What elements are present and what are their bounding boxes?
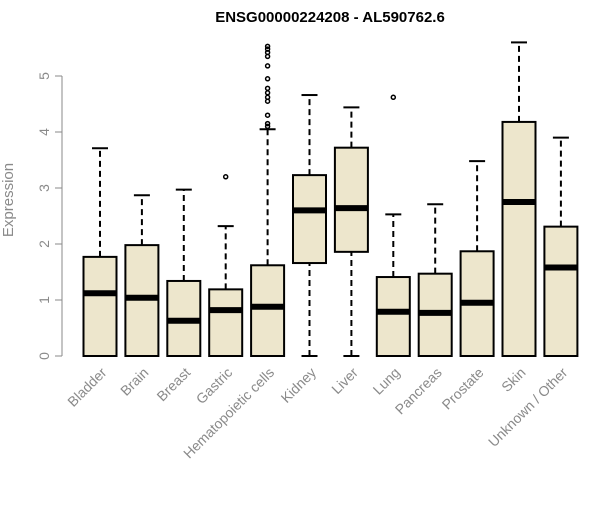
x-tick-label: Prostate	[439, 364, 487, 412]
outlier-point	[264, 85, 271, 92]
x-tick-label: Liver	[328, 364, 361, 397]
box-breast	[166, 188, 202, 357]
box-liver	[333, 106, 369, 357]
box-pancreas	[417, 203, 453, 357]
outlier-point	[264, 43, 271, 50]
box-kidney	[292, 94, 327, 357]
outlier-point	[264, 63, 271, 69]
box-iqr	[82, 255, 118, 358]
y-tick-label: 0	[36, 352, 52, 360]
box-skin	[501, 41, 537, 357]
outlier-point	[390, 94, 397, 101]
box-unknown-other	[543, 136, 579, 357]
box-iqr	[543, 225, 579, 357]
outlier-point	[264, 94, 271, 101]
box-gastric	[208, 174, 244, 357]
box-iqr	[375, 276, 411, 358]
box-iqr	[208, 288, 244, 357]
box-lung	[375, 94, 411, 358]
box-iqr	[250, 264, 286, 357]
outlier-point	[264, 120, 271, 127]
y-axis-title: Expression	[0, 163, 17, 237]
box-iqr	[292, 174, 327, 265]
x-tick-label: Kidney	[277, 364, 319, 406]
x-tick-label: Skin	[498, 364, 529, 395]
outlier-point	[264, 112, 271, 118]
y-tick-label: 4	[36, 128, 52, 136]
box-iqr	[501, 120, 537, 357]
box-group	[82, 41, 579, 358]
y-tick-label: 3	[36, 184, 52, 192]
outlier-point	[264, 123, 271, 130]
outlier-point	[264, 90, 271, 96]
box-hematopoietic-cells	[250, 43, 286, 357]
x-tick-label: Breast	[153, 364, 193, 404]
box-iqr	[333, 146, 369, 253]
y-axis: 0 1 2 3 4 5	[36, 72, 63, 360]
outlier-point	[264, 76, 271, 82]
y-tick-label: 2	[36, 240, 52, 248]
x-tick-label: Pancreas	[392, 364, 445, 417]
box-brain	[124, 194, 160, 357]
y-tick-label: 5	[36, 72, 52, 80]
x-tick-label: Lung	[370, 364, 403, 397]
outlier-point	[222, 174, 229, 180]
x-tick-label: Brain	[117, 364, 151, 398]
chart-title: ENSG00000224208 - AL590762.6	[215, 9, 445, 26]
x-tick-label: Unknown / Other	[485, 364, 571, 450]
x-tick-label: Bladder	[64, 364, 110, 410]
outlier-point	[264, 46, 271, 52]
box-prostate	[459, 160, 495, 357]
box-bladder	[82, 147, 118, 358]
y-tick-label: 1	[36, 296, 52, 304]
